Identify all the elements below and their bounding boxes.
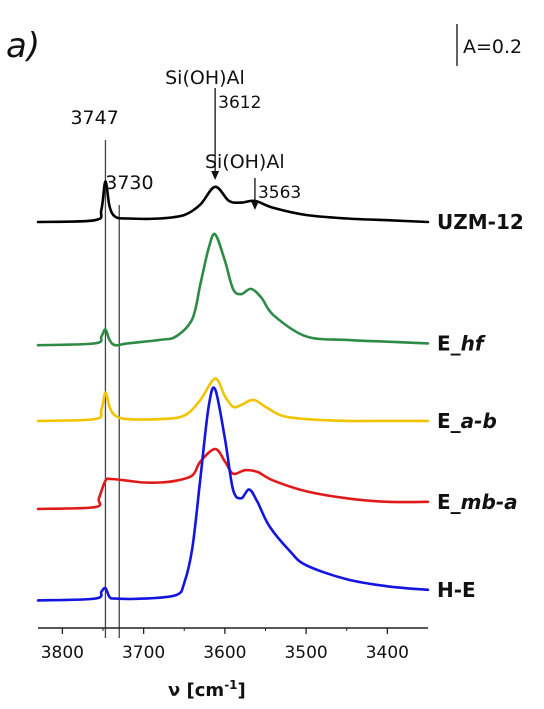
x-tick-label-3800: 3800 [41,643,84,663]
series-line-e-hf [36,232,430,347]
x-axis-ticks: 3800 3700 3600 3500 3400 [41,628,409,663]
spectra-traces [36,180,430,602]
series-line-uzm-12 [36,180,430,224]
peak-annotations: Si(OH)Al 3612 Si(OH)Al 3563 [165,67,301,210]
x-tick-label-3400: 3400 [366,643,409,663]
series-line-e-mb-a [36,447,430,511]
series-labels: UZM-12 E_hf E_a-b E_mb-a H-E [437,210,524,602]
annotation-title-3563: Si(OH)Al [205,151,285,173]
reference-label-3747: 3747 [70,107,118,129]
annotation-label-3563: 3563 [258,183,301,203]
reference-label-3730: 3730 [105,172,153,194]
annotation-title-3612: Si(OH)Al [165,67,245,89]
annotation-label-3612: 3612 [218,93,261,113]
x-tick-label-3700: 3700 [122,643,165,663]
annotation-arrowhead-3563 [250,201,259,210]
series-label-e-a-b: E_a-b [437,409,497,433]
x-axis-title: ν [cm-1] [168,678,246,701]
reference-lines: 3747 3730 [70,107,154,638]
absorbance-scale-label: A=0.2 [463,36,522,58]
series-line-h-e [36,386,430,602]
series-label-e-mb-a: E_mb-a [437,490,518,514]
series-line-e-a-b [36,377,430,423]
series-label-e-hf: E_hf [437,331,486,355]
series-label-h-e: H-E [437,578,476,602]
x-axis-title-close: ] [238,680,246,701]
x-axis-title-text: ν [cm [168,680,224,701]
x-axis-title-superscript: -1 [224,678,237,692]
x-tick-label-3500: 3500 [284,643,327,663]
x-tick-label-3600: 3600 [203,643,246,663]
annotation-arrowhead-3612 [211,171,220,180]
panel-label: a) [6,26,40,66]
series-label-uzm-12: UZM-12 [437,210,524,234]
